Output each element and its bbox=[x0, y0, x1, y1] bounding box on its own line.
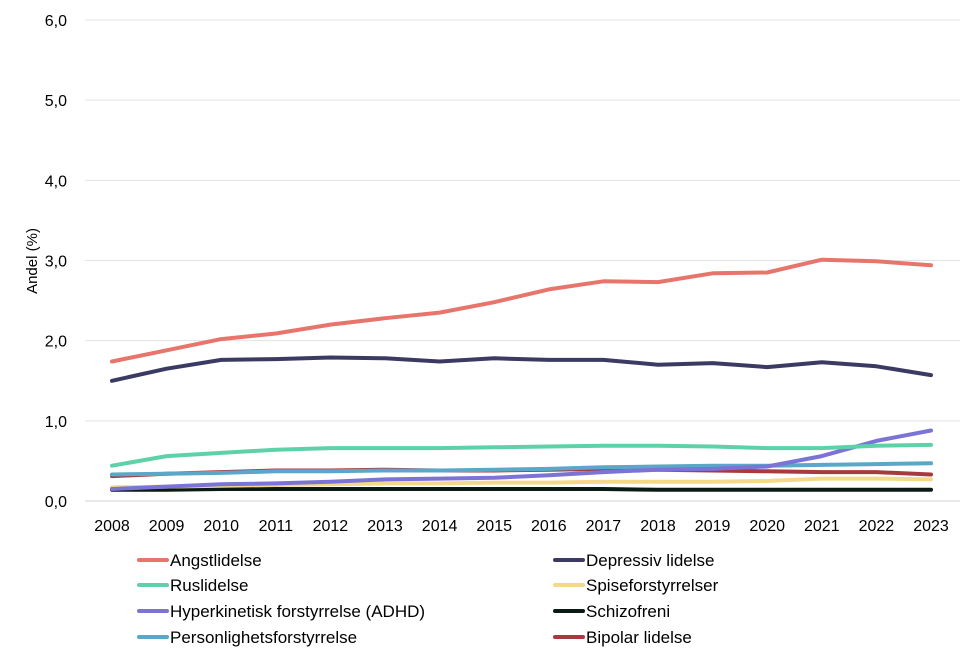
x-tick-label: 2012 bbox=[313, 518, 349, 535]
legend-label: Angstlidelse bbox=[170, 551, 262, 570]
legend-label: Spiseforstyrrelser bbox=[586, 576, 719, 595]
y-axis-title: Andel (%) bbox=[24, 228, 41, 294]
y-tick-label: 5,0 bbox=[45, 93, 67, 110]
x-tick-label: 2019 bbox=[695, 518, 731, 535]
y-tick-label: 0,0 bbox=[45, 494, 67, 511]
x-tick-label: 2008 bbox=[94, 518, 130, 535]
legend-label: Depressiv lidelse bbox=[586, 551, 715, 570]
x-tick-label: 2014 bbox=[422, 518, 458, 535]
y-tick-label: 3,0 bbox=[45, 254, 67, 271]
series-line-6 bbox=[110, 487, 933, 492]
legend-label: Ruslidelse bbox=[170, 576, 248, 595]
legend-label: Hyperkinetisk forstyrrelse (ADHD) bbox=[170, 602, 425, 621]
x-tick-label: 2015 bbox=[476, 518, 512, 535]
legend-label: Personlighetsforstyrrelse bbox=[170, 628, 357, 647]
series-lines bbox=[110, 257, 933, 492]
x-tick-label: 2009 bbox=[149, 518, 185, 535]
series-line-7 bbox=[110, 461, 933, 477]
series-line-5 bbox=[110, 428, 933, 491]
y-tick-label: 1,0 bbox=[45, 414, 67, 431]
x-tick-label: 2011 bbox=[259, 518, 294, 535]
x-tick-label: 2020 bbox=[749, 518, 785, 535]
legend-label: Bipolar lidelse bbox=[586, 628, 692, 647]
y-tick-label: 2,0 bbox=[45, 334, 67, 351]
series-line-2 bbox=[110, 355, 933, 383]
x-tick-label: 2018 bbox=[640, 518, 676, 535]
gridlines bbox=[85, 19, 960, 502]
series-line-3 bbox=[110, 442, 933, 468]
x-tick-label: 2023 bbox=[913, 518, 949, 535]
y-axis-ticks: 0,0 1,0 2,0 3,0 4,0 5,0 6,0 bbox=[45, 13, 67, 511]
x-tick-label: 2022 bbox=[859, 518, 895, 535]
x-tick-label: 2021 bbox=[804, 518, 840, 535]
y-tick-label: 6,0 bbox=[45, 13, 67, 30]
x-tick-label: 2010 bbox=[203, 518, 239, 535]
x-tick-label: 2017 bbox=[586, 518, 622, 535]
legend-label: Schizofreni bbox=[586, 602, 670, 621]
legend: Angstlidelse Depressiv lidelse Ruslidelse S… bbox=[137, 551, 719, 647]
x-tick-label: 2016 bbox=[531, 518, 567, 535]
x-axis-ticks: 2008 2009 2010 2011 2012 2013 2014 2015 2016 2017… bbox=[94, 518, 949, 535]
x-tick-label: 2013 bbox=[367, 518, 403, 535]
y-tick-label: 4,0 bbox=[45, 173, 67, 190]
series-line-1 bbox=[110, 257, 933, 364]
